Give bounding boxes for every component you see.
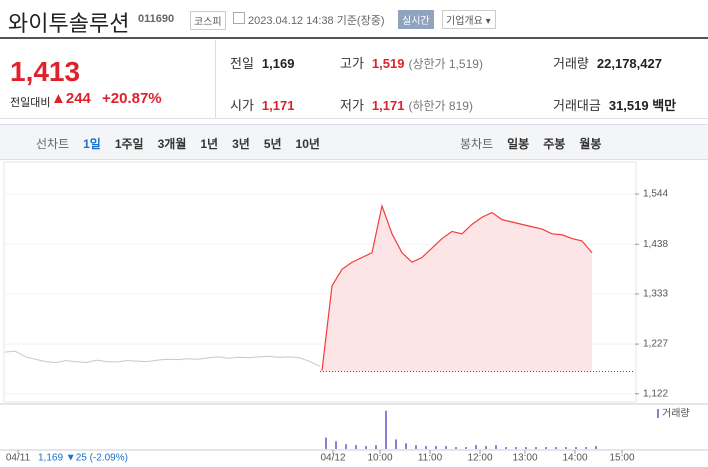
stat-note: (상한가 1,519) <box>408 57 483 71</box>
stat-label: 고가 <box>340 56 364 71</box>
period-tab[interactable]: 1일 <box>83 137 101 151</box>
stat-value: 1,171 <box>371 98 405 113</box>
change-label: 전일대비 <box>10 97 51 109</box>
y-tick-label: 1,544 <box>643 189 668 200</box>
volume-bar <box>445 446 447 449</box>
stat-value: 1,171 <box>261 98 295 113</box>
period-tab[interactable]: 1년 <box>200 137 219 151</box>
period-tab[interactable]: 3년 <box>232 137 250 151</box>
volume-bar <box>465 447 467 449</box>
volume-bar <box>525 447 527 449</box>
change: ▲244 <box>51 90 91 107</box>
period-tab[interactable]: 주봉 <box>543 137 566 151</box>
stat-label: 거래대금 <box>553 98 601 113</box>
volume-bar <box>585 447 587 449</box>
volume-bar <box>355 445 357 449</box>
stat-note: (하한가 819) <box>408 99 473 113</box>
previous-day-line <box>4 350 321 367</box>
stat: 거래량 22,178,427 <box>553 53 662 72</box>
x-tick-label: 11:00 <box>418 453 443 464</box>
period-tab[interactable]: 월봉 <box>579 137 602 151</box>
volume-bar <box>505 447 507 449</box>
volume-bar <box>405 443 407 449</box>
period-tab[interactable]: 일봉 <box>507 137 530 151</box>
x-tick-label: 04/12 <box>320 453 345 464</box>
x-tick-label: 14:00 <box>562 453 587 464</box>
volume-bar <box>415 445 417 449</box>
volume-bar <box>595 446 597 449</box>
x-tick-label: 13:00 <box>512 453 537 464</box>
y-tick-label: 1,122 <box>643 388 668 399</box>
volume-bar <box>515 447 517 449</box>
volume-bar <box>565 447 567 449</box>
company-info[interactable]: 기업개요 ▾ <box>442 10 496 29</box>
volume-legend-swatch <box>657 409 659 418</box>
volume-bar <box>575 447 577 449</box>
stat-value: 22,178,427 <box>596 56 662 71</box>
prev-day-info: 1,169 ▼25 (-2.09%) <box>38 453 128 464</box>
y-tick-label: 1,438 <box>643 239 668 250</box>
volume-bar <box>555 447 557 449</box>
volume-bar <box>455 447 457 449</box>
divider <box>215 40 216 118</box>
divider <box>0 37 708 39</box>
tab-bar: 선차트 1일 1주일 3개월 1년 3년 5년 10년 봉차트 일봉 주봉 월봉 <box>0 124 708 160</box>
volume-bar <box>435 446 437 449</box>
realtime-badge[interactable]: 실시간 <box>398 10 434 29</box>
stat-label: 거래량 <box>553 56 589 71</box>
stat: 거래대금 31,519 백만 <box>553 95 676 114</box>
x-tick-label: 04/11 <box>6 453 31 464</box>
tab-label: 봉차트 <box>460 137 494 151</box>
divider <box>0 118 708 119</box>
y-tick-label: 1,227 <box>643 339 668 350</box>
company-info-label: 기업개요 <box>446 16 483 27</box>
tab-label: 선차트 <box>36 137 70 151</box>
period-tab[interactable]: 1주일 <box>114 137 144 151</box>
stat-label: 시가 <box>230 98 254 113</box>
volume-bar <box>345 444 347 449</box>
volume-bar <box>335 441 337 449</box>
today-area <box>322 205 592 372</box>
stock-code: 011690 <box>138 13 175 25</box>
y-tick-label: 1,333 <box>643 289 668 300</box>
x-tick-label: 15:00 <box>609 453 634 464</box>
current-price: 1,413 <box>10 56 81 87</box>
stat: 고가 1,519 (상한가 1,519) <box>340 53 483 72</box>
stat: 시가 1,171 <box>230 95 294 114</box>
stat-value: 1,169 <box>261 56 295 71</box>
period-tab[interactable]: 5년 <box>263 137 282 151</box>
period-tab[interactable]: 10년 <box>295 137 320 151</box>
plot-frame <box>3 161 637 403</box>
stat: 전일 1,169 <box>230 53 294 72</box>
volume-bar <box>495 445 497 449</box>
stock-name: 와이투솔루션 <box>8 11 130 36</box>
x-tick-label: 10:00 <box>367 453 392 464</box>
volume-bar <box>535 447 537 449</box>
volume-bar <box>375 445 377 449</box>
datetime: 2023.04.12 14:38 기준(장중) <box>248 15 385 27</box>
volume-bar <box>545 447 547 449</box>
chart: 1,544 1,438 1,333 1,227 1,122 거래량 04/11 04/12 10… <box>0 161 708 464</box>
stat-label: 저가 <box>340 98 364 113</box>
stat-value: 1,519 <box>371 56 405 71</box>
today-line <box>321 203 593 371</box>
stat-label: 전일 <box>230 56 254 71</box>
change-rate: +20.87% <box>102 90 162 107</box>
market-badge: 코스피 <box>190 11 226 30</box>
x-tick-label: 12:00 <box>467 453 492 464</box>
stat: 저가 1,171 (하한가 819) <box>340 95 473 114</box>
volume-bar <box>425 446 427 449</box>
volume-bar <box>365 446 367 449</box>
calendar-icon <box>233 12 245 24</box>
volume-bar <box>395 439 397 449</box>
stat-value: 31,519 백만 <box>608 98 677 113</box>
volume-bar <box>325 437 327 449</box>
volume-legend: 거래량 <box>662 408 690 420</box>
volume-bar <box>385 410 387 449</box>
period-tab[interactable]: 3개월 <box>157 137 187 151</box>
volume-bar <box>475 445 477 449</box>
volume-bar <box>485 446 487 449</box>
